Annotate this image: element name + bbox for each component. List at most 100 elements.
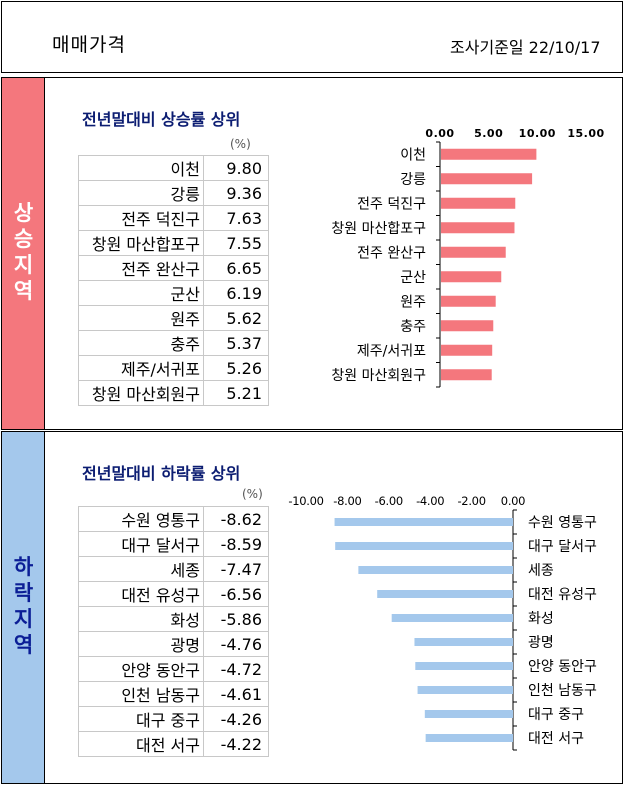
rise-section: 상 승 지 역 전년말대비 상승률 상위 (%) 이천 9.80 강릉 9.36 전주 … bbox=[1, 77, 623, 430]
rise-table-value: 5.62 bbox=[203, 305, 269, 331]
fall-category-label: 수원 영통구 bbox=[528, 515, 597, 531]
fall-table-value: -5.86 bbox=[203, 606, 269, 632]
rise-category-label: 충주 bbox=[400, 319, 426, 335]
fall-table-row: 세종 -7.47 bbox=[78, 556, 269, 582]
fall-table-value: -4.22 bbox=[203, 731, 269, 757]
rise-tick-label: 5.00 bbox=[474, 128, 503, 140]
fall-category-label: 화성 bbox=[528, 611, 554, 627]
rise-table-value: 5.26 bbox=[203, 355, 269, 381]
rise-category-label: 창원 마산합포구 bbox=[331, 221, 426, 237]
rise-table: 이천 9.80 강릉 9.36 전주 덕진구 7.63 창원 마산합포구 7.55 전주 완산구… bbox=[78, 155, 269, 406]
rise-bar bbox=[441, 271, 502, 283]
rise-bar bbox=[441, 246, 506, 258]
rise-table-value: 7.63 bbox=[203, 205, 269, 231]
rise-category-label: 전주 덕진구 bbox=[357, 196, 426, 212]
fall-category-label: 광명 bbox=[528, 635, 554, 651]
fall-bar bbox=[335, 542, 513, 550]
fall-bar bbox=[425, 734, 513, 742]
fall-section: 하 락 지 역 전년말대비 하락률 상위 (%) 수원 영통구 -8.62 대구 달… bbox=[1, 431, 623, 784]
fall-table-row: 대전 유성구 -6.56 bbox=[78, 581, 269, 607]
fall-bar bbox=[377, 590, 513, 598]
rise-table-row: 이천 9.80 bbox=[78, 155, 269, 181]
fall-table-value: -4.26 bbox=[203, 706, 269, 732]
rise-table-row: 원주 5.62 bbox=[78, 305, 269, 331]
rise-table-region: 창원 마산합포구 bbox=[78, 230, 204, 256]
rise-table-row: 창원 마산합포구 7.55 bbox=[78, 230, 269, 256]
rise-table-row: 제주/서귀포 5.26 bbox=[78, 355, 269, 381]
rise-table-value: 5.37 bbox=[203, 330, 269, 356]
fall-side-char: 역 bbox=[13, 633, 34, 657]
rise-bar bbox=[441, 197, 516, 209]
rise-table-row: 군산 6.19 bbox=[78, 280, 269, 306]
fall-table-row: 안양 동안구 -4.72 bbox=[78, 656, 269, 682]
fall-side-char: 락 bbox=[13, 581, 34, 605]
rise-table-value: 9.36 bbox=[203, 180, 269, 206]
fall-category-label: 세종 bbox=[528, 563, 554, 579]
fall-category-label: 대구 중구 bbox=[528, 707, 584, 723]
fall-table-region: 광명 bbox=[78, 631, 204, 657]
fall-side-label: 하 락 지 역 bbox=[2, 554, 45, 658]
fall-table-row: 화성 -5.86 bbox=[78, 606, 269, 632]
rise-bar bbox=[441, 344, 493, 356]
rise-bar bbox=[441, 369, 492, 381]
rise-table-region: 충주 bbox=[78, 330, 204, 356]
rise-category-label: 전주 완산구 bbox=[357, 245, 426, 261]
fall-side-char: 지 bbox=[13, 607, 34, 631]
fall-table-value: -8.62 bbox=[203, 506, 269, 532]
rise-unit: (%) bbox=[230, 137, 251, 151]
fall-table-value: -4.72 bbox=[203, 656, 269, 682]
fall-table-row: 광명 -4.76 bbox=[78, 631, 269, 657]
fall-subtitle: 전년말대비 하락률 상위 bbox=[82, 464, 241, 483]
rise-category-label: 창원 마산회원구 bbox=[331, 368, 426, 384]
rise-category-label: 제주/서귀포 bbox=[357, 343, 426, 359]
fall-bar bbox=[358, 566, 513, 574]
fall-table-region: 안양 동안구 bbox=[78, 656, 204, 682]
fall-category-label: 대구 달서구 bbox=[528, 539, 597, 555]
rise-bar bbox=[441, 173, 533, 185]
fall-table-region: 세종 bbox=[78, 556, 204, 582]
rise-table-row: 전주 덕진구 7.63 bbox=[78, 205, 269, 231]
fall-tick-label: -4.00 bbox=[416, 494, 444, 508]
rise-category-label: 강릉 bbox=[400, 172, 426, 188]
rise-table-row: 전주 완산구 6.65 bbox=[78, 255, 269, 281]
fall-tick-label: -8.00 bbox=[333, 494, 361, 508]
fall-table-row: 수원 영통구 -8.62 bbox=[78, 506, 269, 532]
rise-tick-label: 15.00 bbox=[567, 128, 604, 140]
fall-category-label: 인천 남동구 bbox=[528, 683, 597, 699]
rise-table-region: 군산 bbox=[78, 280, 204, 306]
rise-category-label: 군산 bbox=[400, 270, 426, 286]
fall-table-region: 대전 유성구 bbox=[78, 581, 204, 607]
fall-table-region: 대구 중구 bbox=[78, 706, 204, 732]
fall-table-row: 인천 남동구 -4.61 bbox=[78, 681, 269, 707]
rise-tick-label: 0.00 bbox=[425, 128, 454, 140]
rise-table-row: 충주 5.37 bbox=[78, 330, 269, 356]
fall-bar bbox=[414, 638, 513, 646]
rise-table-row: 창원 마산회원구 5.21 bbox=[78, 380, 269, 406]
fall-table-value: -4.61 bbox=[203, 681, 269, 707]
rise-table-region: 제주/서귀포 bbox=[78, 355, 204, 381]
fall-table: 수원 영통구 -8.62 대구 달서구 -8.59 세종 -7.47 대전 유성구 -6.56… bbox=[78, 506, 269, 757]
rise-side-char: 역 bbox=[13, 279, 34, 303]
fall-table-value: -4.76 bbox=[203, 631, 269, 657]
rise-bar bbox=[441, 148, 537, 160]
fall-table-region: 대구 달서구 bbox=[78, 531, 204, 557]
header-panel: 매매가격 조사기준일 22/10/17 bbox=[1, 1, 623, 73]
fall-category-label: 안양 동안구 bbox=[528, 659, 597, 675]
rise-table-value: 6.65 bbox=[203, 255, 269, 281]
rise-table-value: 9.80 bbox=[203, 155, 269, 181]
survey-date: 조사기준일 22/10/17 bbox=[450, 38, 601, 57]
rise-table-value: 5.21 bbox=[203, 380, 269, 406]
rise-side-panel: 상 승 지 역 bbox=[2, 78, 45, 429]
rise-subtitle: 전년말대비 상승률 상위 bbox=[82, 110, 241, 129]
rise-bar bbox=[441, 222, 515, 234]
fall-tick-label: 0.00 bbox=[501, 494, 525, 508]
rise-table-region: 강릉 bbox=[78, 180, 204, 206]
fall-bar bbox=[417, 686, 513, 694]
rise-table-region: 이천 bbox=[78, 155, 204, 181]
fall-tick-label: -6.00 bbox=[375, 494, 403, 508]
rise-table-region: 원주 bbox=[78, 305, 204, 331]
rise-bar bbox=[441, 295, 496, 307]
rise-category-label: 원주 bbox=[400, 294, 426, 310]
rise-side-char: 상 bbox=[13, 201, 34, 225]
